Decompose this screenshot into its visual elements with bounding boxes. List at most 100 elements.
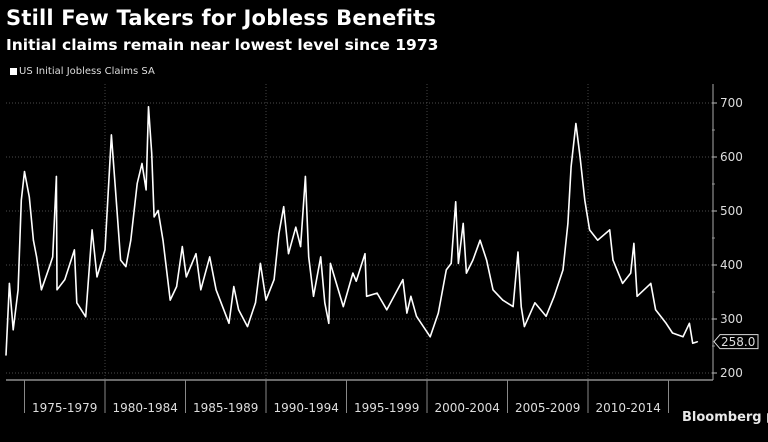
data-point — [85, 316, 87, 318]
data-point — [402, 278, 404, 281]
data-point — [328, 322, 330, 324]
data-point — [682, 336, 684, 338]
data-point — [283, 206, 285, 208]
data-point — [308, 256, 310, 258]
data-point — [553, 295, 555, 297]
data-point — [157, 209, 159, 212]
data-point — [215, 289, 217, 291]
data-point — [259, 262, 261, 264]
data-point — [450, 262, 452, 264]
x-category-label: 1995-1999 — [354, 401, 419, 415]
x-category-label: 2010-2014 — [596, 401, 661, 415]
data-point — [437, 312, 439, 314]
data-point — [472, 259, 474, 261]
data-point — [136, 182, 138, 185]
data-point — [479, 239, 481, 241]
data-point — [612, 259, 614, 261]
data-point — [120, 259, 122, 261]
data-point — [76, 302, 78, 304]
data-point — [265, 299, 267, 301]
data-point — [630, 272, 632, 274]
data-point — [176, 286, 178, 288]
x-category-label: 1980-1984 — [113, 401, 178, 415]
data-point — [209, 256, 211, 258]
data-point — [650, 282, 652, 284]
data-point — [153, 216, 155, 218]
data-point — [512, 305, 514, 308]
data-point — [181, 246, 183, 248]
data-point — [8, 282, 10, 284]
data-point — [584, 199, 586, 201]
data-point — [688, 322, 691, 324]
data-point — [665, 322, 667, 324]
data-point — [104, 249, 106, 251]
data-point — [238, 309, 240, 311]
data-point — [169, 299, 171, 301]
data-point — [151, 152, 153, 154]
y-tick-label: 700 — [720, 96, 743, 110]
data-point — [125, 266, 127, 268]
legend-swatch — [10, 68, 17, 75]
data-point — [523, 325, 526, 328]
data-point — [562, 269, 564, 271]
data-point — [20, 199, 22, 201]
data-point — [534, 302, 536, 304]
data-point — [520, 305, 522, 308]
data-point — [355, 280, 357, 282]
x-category-label: 1990-1994 — [274, 401, 339, 415]
data-point — [445, 269, 447, 271]
data-point — [502, 299, 504, 301]
x-category-label: 1975-1979 — [32, 401, 97, 415]
last-value-box — [713, 334, 759, 350]
data-point — [324, 302, 326, 304]
data-point — [671, 332, 674, 334]
data-point — [162, 239, 164, 241]
data-point — [609, 229, 611, 231]
data-point — [376, 292, 378, 294]
data-point — [545, 315, 547, 317]
data-point — [696, 341, 699, 343]
data-point — [312, 295, 315, 297]
data-point — [455, 201, 457, 203]
legend-label: US Initial Jobless Claims SA — [19, 66, 155, 77]
source-label: Bloomberg — [682, 410, 762, 425]
data-point — [141, 162, 143, 165]
data-point — [597, 239, 599, 241]
data-point — [56, 289, 58, 291]
data-point — [567, 222, 569, 225]
y-tick-label: 400 — [720, 258, 743, 272]
data-point — [5, 354, 7, 356]
data-point — [35, 256, 38, 258]
data-point — [517, 251, 519, 253]
data-point — [32, 239, 34, 241]
data-point — [575, 122, 577, 125]
data-point — [40, 289, 43, 291]
data-point — [130, 239, 132, 241]
data-point — [91, 229, 93, 231]
data-point — [52, 256, 54, 258]
data-point — [300, 246, 302, 248]
data-point — [287, 253, 290, 255]
last-value-label: 258.0 — [721, 335, 755, 349]
y-tick-label: 600 — [720, 150, 743, 164]
data-point — [429, 336, 431, 338]
data-point — [233, 286, 235, 288]
data-point — [295, 226, 297, 228]
data-point — [342, 305, 344, 308]
data-point — [48, 266, 51, 268]
data-point — [12, 329, 14, 331]
data-point — [633, 242, 635, 244]
data-point — [655, 309, 657, 311]
data-point — [415, 315, 418, 317]
data-point — [110, 134, 113, 136]
x-category-label: 2000-2004 — [435, 401, 500, 415]
data-point — [147, 106, 150, 108]
chart-subtitle: Initial claims remain near lowest level … — [6, 36, 439, 54]
bloomberg-icon — [766, 412, 768, 423]
data-point — [462, 222, 464, 225]
data-point — [465, 272, 468, 274]
source-logo: Bloomberg — [682, 410, 768, 425]
series-line — [5, 106, 698, 356]
data-point — [73, 249, 76, 251]
